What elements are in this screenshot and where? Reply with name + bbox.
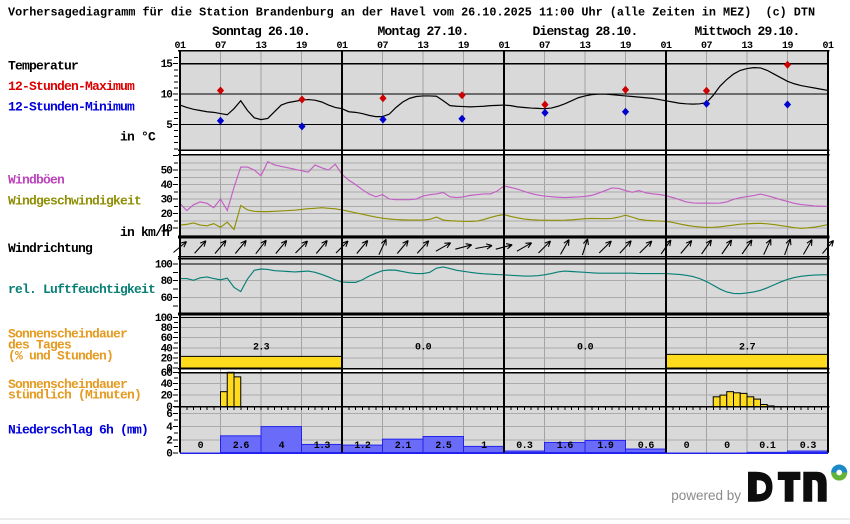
svg-text:Windböen: Windböen <box>8 173 65 188</box>
svg-text:07: 07 <box>377 41 389 52</box>
svg-text:0.1: 0.1 <box>759 441 776 452</box>
svg-text:0.0: 0.0 <box>577 343 594 354</box>
svg-text:2.1: 2.1 <box>395 441 412 452</box>
svg-text:Sonnenscheindauer: Sonnenscheindauer <box>8 377 127 392</box>
svg-text:0: 0 <box>198 441 204 452</box>
svg-text:19: 19 <box>296 41 308 52</box>
svg-text:0.6: 0.6 <box>638 441 655 452</box>
svg-text:Vorhersagediagramm für die Sta: Vorhersagediagramm für die Station Brand… <box>8 6 815 20</box>
svg-text:Sonntag 26.10.: Sonntag 26.10. <box>212 24 310 39</box>
svg-text:20: 20 <box>161 391 173 403</box>
svg-text:07: 07 <box>539 41 551 52</box>
svg-text:Temperatur: Temperatur <box>8 59 78 74</box>
svg-text:2.7: 2.7 <box>739 343 756 354</box>
svg-text:2.3: 2.3 <box>253 343 270 354</box>
svg-text:0: 0 <box>724 441 730 452</box>
svg-text:01: 01 <box>660 41 672 52</box>
svg-text:0.3: 0.3 <box>516 441 533 452</box>
svg-text:13: 13 <box>255 41 267 52</box>
svg-text:(% und Stunden): (% und Stunden) <box>8 349 113 364</box>
svg-text:100: 100 <box>155 260 172 272</box>
svg-text:2.6: 2.6 <box>233 441 250 452</box>
svg-text:07: 07 <box>215 41 227 52</box>
svg-text:1: 1 <box>481 441 487 452</box>
svg-text:Montag 27.10.: Montag 27.10. <box>377 24 468 39</box>
svg-text:1.6: 1.6 <box>557 441 574 452</box>
svg-text:01: 01 <box>498 41 510 52</box>
svg-text:rel. Luftfeuchtigkeit: rel. Luftfeuchtigkeit <box>8 282 155 297</box>
svg-text:0: 0 <box>166 364 172 376</box>
svg-text:80: 80 <box>161 276 173 288</box>
svg-text:15: 15 <box>161 59 174 71</box>
svg-text:stündlich (Minuten): stündlich (Minuten) <box>8 388 141 403</box>
svg-text:in °C: in °C <box>120 130 156 145</box>
svg-text:2.5: 2.5 <box>435 441 452 452</box>
svg-text:2: 2 <box>166 435 172 447</box>
svg-text:1.3: 1.3 <box>314 441 331 452</box>
svg-text:1.2: 1.2 <box>354 441 371 452</box>
svg-text:13: 13 <box>579 41 591 52</box>
svg-text:powered by: powered by <box>671 488 741 503</box>
svg-text:4: 4 <box>279 441 285 452</box>
svg-text:1.9: 1.9 <box>597 441 614 452</box>
svg-text:19: 19 <box>782 41 794 52</box>
svg-text:40: 40 <box>161 379 173 391</box>
svg-text:Mittwoch 29.10.: Mittwoch 29.10. <box>694 24 799 39</box>
svg-text:5: 5 <box>166 120 173 132</box>
svg-text:0: 0 <box>166 402 172 414</box>
svg-text:60: 60 <box>161 293 173 305</box>
svg-text:50: 50 <box>161 166 173 178</box>
svg-text:in km/h: in km/h <box>120 225 170 240</box>
svg-text:19: 19 <box>458 41 470 52</box>
svg-text:10: 10 <box>161 224 173 236</box>
svg-text:40: 40 <box>161 180 173 192</box>
svg-text:01: 01 <box>822 41 834 52</box>
svg-text:100: 100 <box>155 313 172 325</box>
svg-text:12-Stunden-Minimum: 12-Stunden-Minimum <box>8 100 135 115</box>
svg-text:Dienstag 28.10.: Dienstag 28.10. <box>532 24 637 39</box>
svg-text:60: 60 <box>161 333 173 345</box>
svg-text:0.0: 0.0 <box>415 343 432 354</box>
svg-text:13: 13 <box>417 41 429 52</box>
svg-text:13: 13 <box>741 41 753 52</box>
svg-text:01: 01 <box>174 41 186 52</box>
svg-text:60: 60 <box>161 368 173 380</box>
svg-text:0: 0 <box>684 441 690 452</box>
svg-text:Windgeschwindigkeit: Windgeschwindigkeit <box>8 194 141 209</box>
svg-text:20: 20 <box>161 209 173 221</box>
svg-text:10: 10 <box>161 90 173 102</box>
svg-text:0.3: 0.3 <box>800 441 817 452</box>
svg-text:Niederschlag 6h (mm): Niederschlag 6h (mm) <box>8 423 148 438</box>
svg-text:40: 40 <box>161 343 173 355</box>
svg-text:19: 19 <box>620 41 632 52</box>
svg-text:01: 01 <box>336 41 348 52</box>
svg-text:Sonnenscheindauer: Sonnenscheindauer <box>8 327 127 342</box>
svg-text:07: 07 <box>701 41 713 52</box>
svg-text:12-Stunden-Maximum: 12-Stunden-Maximum <box>8 79 135 94</box>
svg-text:80: 80 <box>161 323 173 335</box>
svg-text:des Tages: des Tages <box>8 338 72 353</box>
svg-text:4: 4 <box>166 422 173 434</box>
svg-text:Windrichtung: Windrichtung <box>8 241 93 256</box>
svg-text:30: 30 <box>161 195 173 207</box>
svg-text:6: 6 <box>166 409 172 421</box>
svg-text:20: 20 <box>161 353 173 365</box>
svg-text:0: 0 <box>166 449 172 461</box>
